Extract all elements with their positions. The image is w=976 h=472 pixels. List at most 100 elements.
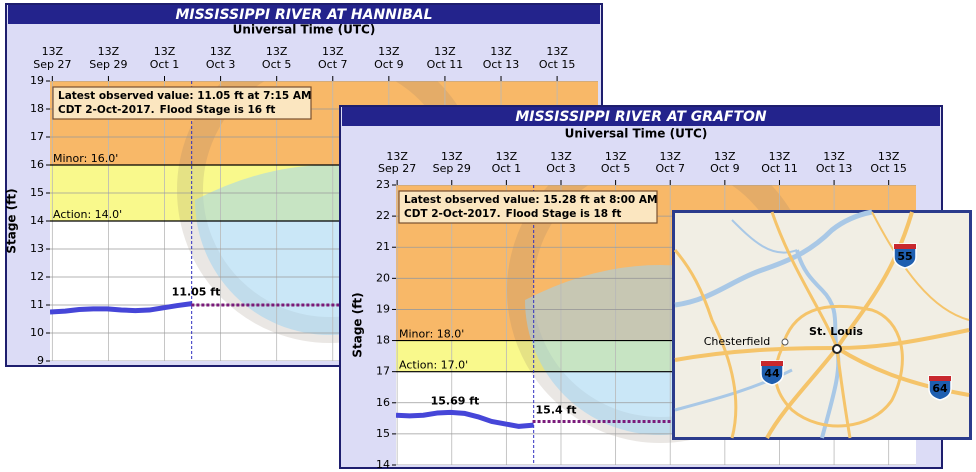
x-tick-label: 13Z <box>546 45 568 58</box>
interstate-shield <box>760 360 784 386</box>
x-tick-label: Oct 13 <box>483 58 520 71</box>
x-tick-label: Oct 11 <box>761 162 798 175</box>
y-tick-label: 15 <box>30 186 44 199</box>
x-tick-label: 13Z <box>210 45 232 58</box>
interstate-number: 55 <box>897 250 912 263</box>
x-tick-label: 13Z <box>550 150 572 163</box>
stage-line-series <box>396 409 534 429</box>
info-text: CDT 2-Oct-2017. <box>58 104 155 116</box>
interstate-number: 44 <box>764 367 780 380</box>
value-label: 11.05 ft <box>172 286 221 299</box>
y-tick-label: 17 <box>30 130 44 143</box>
x-tick-label: Oct 3 <box>206 58 236 71</box>
y-tick-label: 20 <box>376 271 390 284</box>
x-tick-label: 13Z <box>42 45 64 58</box>
x-tick-label: Oct 3 <box>546 162 576 175</box>
x-tick-label: 13Z <box>434 45 456 58</box>
x-tick-label: Oct 1 <box>150 58 180 71</box>
map-label: Chesterfield <box>704 335 771 348</box>
x-tick-label: Oct 5 <box>262 58 292 71</box>
y-tick-label: 18 <box>30 102 44 115</box>
x-tick-label: 13Z <box>496 150 518 163</box>
chart-title: MISSISSIPPI RIVER AT HANNIBAL <box>175 7 432 23</box>
chart-title: MISSISSIPPI RIVER AT GRAFTON <box>515 109 767 125</box>
info-text: Latest observed value: 15.28 ft at 8:00 … <box>404 194 657 206</box>
y-tick-label: 10 <box>30 326 44 339</box>
value-label: 15.4 ft <box>536 403 577 416</box>
stage-label: Minor: 16.0' <box>53 152 118 165</box>
y-axis-title: Stage (ft) <box>351 292 365 357</box>
info-text: Latest observed value: 11.05 ft at 7:15 … <box>58 90 311 102</box>
y-tick-label: 16 <box>376 396 390 409</box>
x-tick-label: Oct 9 <box>710 162 740 175</box>
stage-label: Action: 14.0' <box>53 208 122 221</box>
x-tick-label: Oct 5 <box>601 162 631 175</box>
x-tick-label: 13Z <box>322 45 344 58</box>
y-axis-title: Stage (ft) <box>5 188 19 253</box>
x-axis-title: Universal Time (UTC) <box>565 127 708 141</box>
interstate-number: 64 <box>932 382 948 395</box>
interstate-shield-top <box>929 376 951 381</box>
x-tick-label: 13Z <box>386 150 408 163</box>
y-tick-label: 11 <box>30 298 44 311</box>
x-tick-label: 13Z <box>378 45 400 58</box>
stage-label: Minor: 18.0' <box>399 328 464 341</box>
interstate-shield-top <box>761 361 783 366</box>
map-label: St. Louis <box>809 325 863 338</box>
map-background <box>672 210 972 440</box>
interstate-shield-top <box>894 244 916 249</box>
y-tick-label: 23 <box>376 178 390 191</box>
map-panel: St. Louis Chesterfield 55 44 64 <box>672 209 972 440</box>
title-bar <box>8 5 600 24</box>
title-bar <box>342 107 940 126</box>
value-label: 15.69 ft <box>431 394 480 407</box>
x-tick-label: 13Z <box>878 150 900 163</box>
info-text: CDT 2-Oct-2017. <box>404 208 501 220</box>
stage-line-series <box>50 301 193 315</box>
x-tick-label: 13Z <box>154 45 176 58</box>
x-tick-label: 13Z <box>605 150 627 163</box>
interstate-shield <box>893 243 917 269</box>
x-tick-label: 13Z <box>266 45 288 58</box>
y-tick-label: 13 <box>30 242 44 255</box>
x-tick-label: Sep 29 <box>89 58 127 71</box>
y-tick-label: 19 <box>30 74 44 87</box>
info-text: Flood Stage is 18 ft <box>506 208 622 220</box>
y-tick-label: 12 <box>30 270 44 283</box>
x-tick-label: Sep 27 <box>33 58 71 71</box>
x-tick-label: 13Z <box>659 150 681 163</box>
map-marker <box>832 344 842 354</box>
x-tick-label: 13Z <box>769 150 791 163</box>
x-tick-label: Oct 9 <box>374 58 404 71</box>
x-tick-label: Sep 27 <box>378 162 416 175</box>
x-tick-label: Sep 29 <box>433 162 471 175</box>
y-tick-label: 22 <box>376 209 390 222</box>
y-tick-label: 14 <box>376 458 390 471</box>
stage-label: Action: 17.0' <box>399 359 468 372</box>
x-tick-label: Oct 7 <box>655 162 685 175</box>
x-tick-label: Oct 11 <box>427 58 464 71</box>
y-tick-label: 19 <box>376 302 390 315</box>
y-tick-label: 9 <box>37 354 44 367</box>
map-roads <box>673 211 970 439</box>
info-box <box>398 190 658 224</box>
x-tick-label: Oct 15 <box>870 162 907 175</box>
interstate-shield <box>928 375 952 401</box>
info-text: Flood Stage is 16 ft <box>160 104 276 116</box>
x-tick-label: Oct 7 <box>318 58 348 71</box>
map-marker <box>781 338 789 346</box>
x-tick-label: Oct 1 <box>492 162 522 175</box>
x-tick-label: 13Z <box>441 150 463 163</box>
y-tick-label: 18 <box>376 334 390 347</box>
x-tick-label: 13Z <box>823 150 845 163</box>
y-tick-label: 17 <box>376 365 390 378</box>
x-tick-label: Oct 15 <box>539 58 576 71</box>
y-tick-label: 21 <box>376 240 390 253</box>
x-tick-label: 13Z <box>490 45 512 58</box>
y-tick-label: 15 <box>376 427 390 440</box>
y-tick-label: 14 <box>30 214 44 227</box>
x-axis-title: Universal Time (UTC) <box>233 23 376 37</box>
y-tick-label: 16 <box>30 158 44 171</box>
x-tick-label: 13Z <box>98 45 120 58</box>
